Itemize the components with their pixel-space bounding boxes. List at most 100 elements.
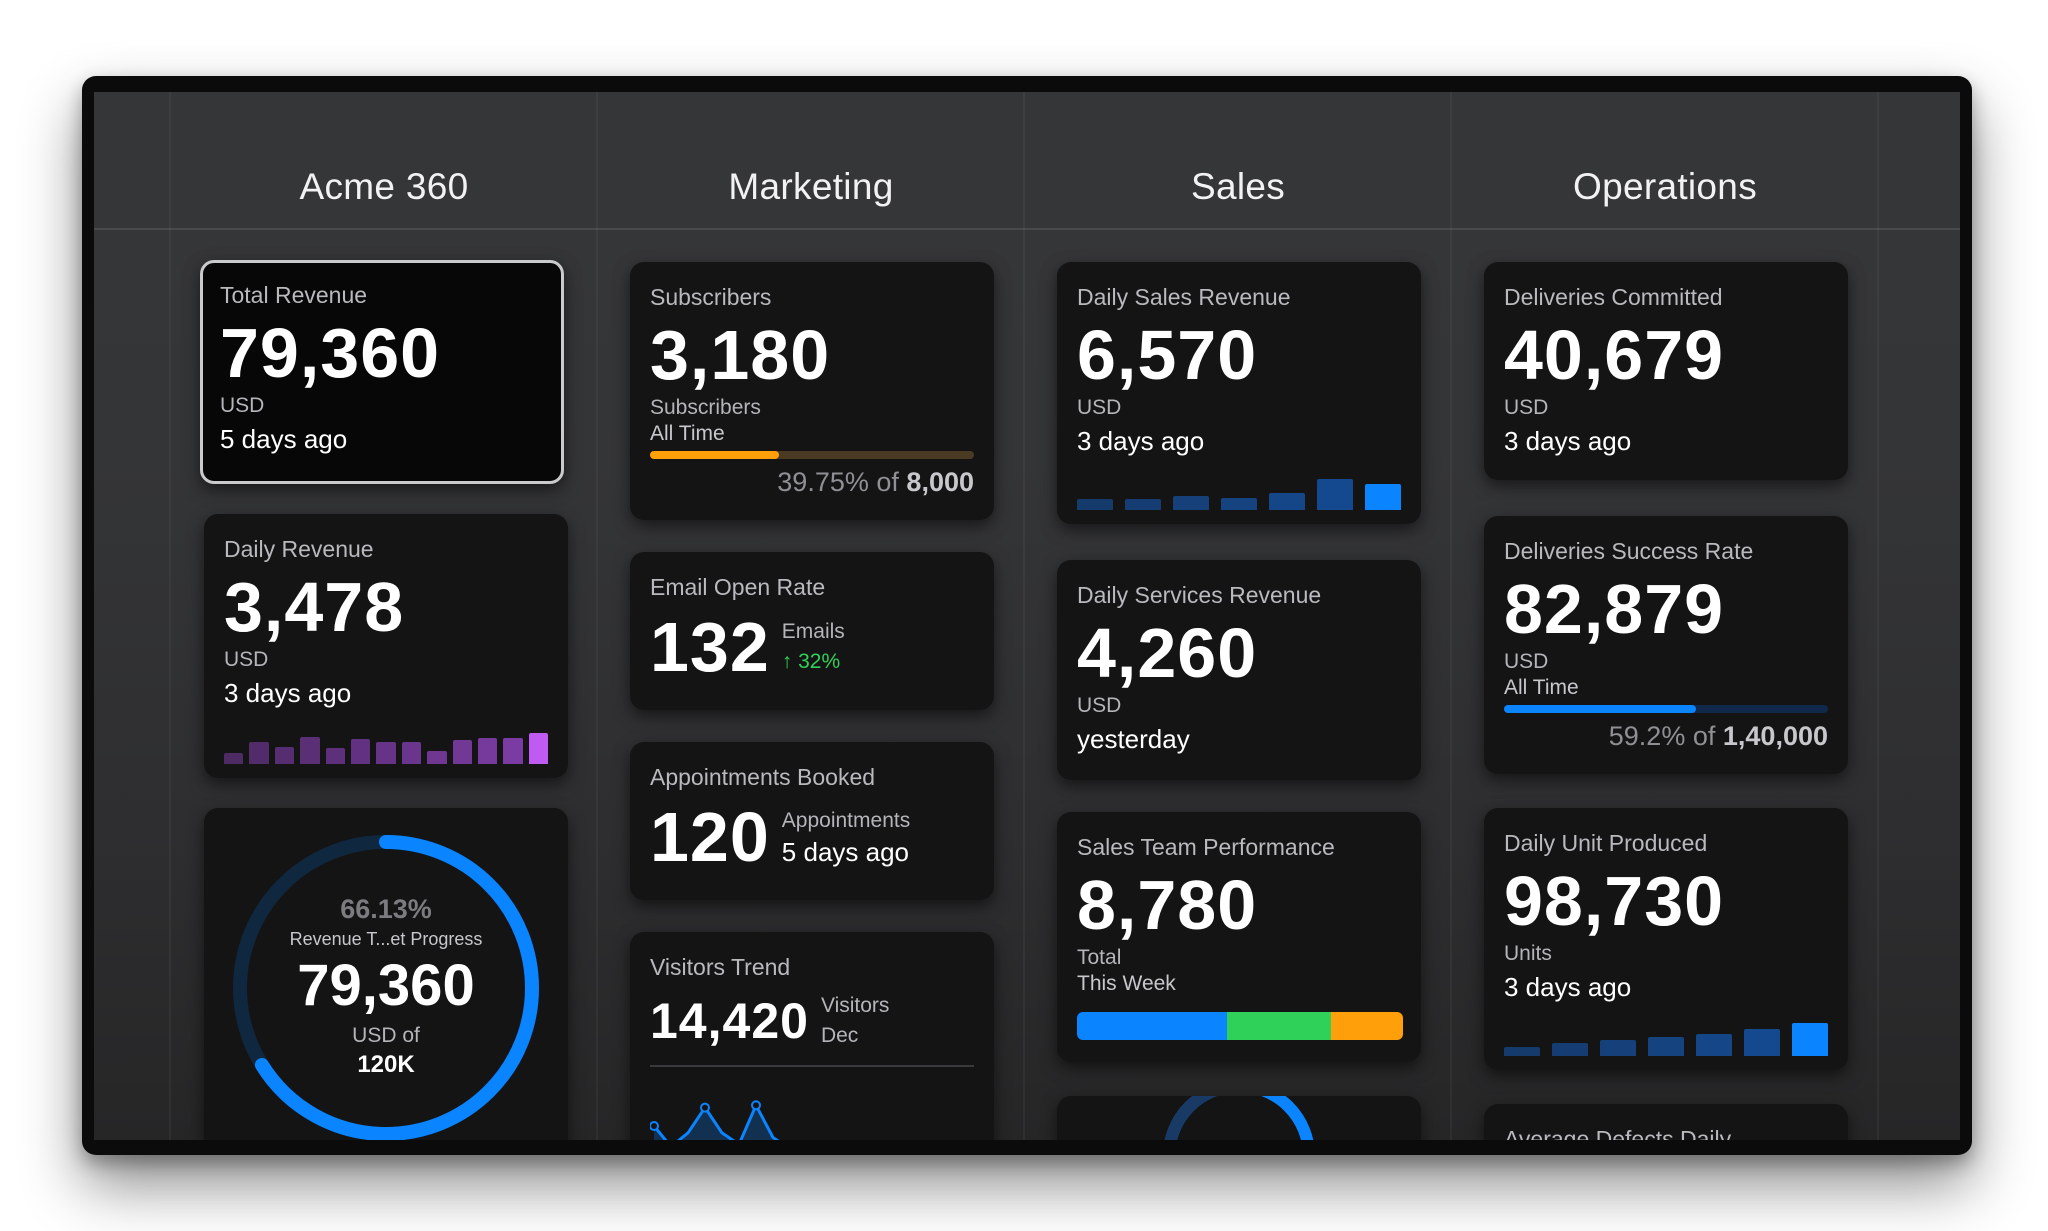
card-unit: USD bbox=[1504, 396, 1549, 419]
daily-sales-revenue-card[interactable]: Daily Sales Revenue 6,570 USD 3 days ago bbox=[1057, 262, 1421, 524]
card-unit: Emails bbox=[781, 620, 845, 643]
card-period: Dec bbox=[820, 1024, 859, 1047]
card-updated-time: 3 days ago bbox=[224, 678, 352, 708]
daily-unit-produced-card[interactable]: Daily Unit Produced 98,730 Units 3 days … bbox=[1484, 808, 1848, 1070]
progress-summary: 59.2% of 1,40,000 bbox=[1504, 721, 1828, 752]
header-divider bbox=[94, 228, 1960, 230]
card-unit: Appointments bbox=[781, 809, 911, 832]
chart-divider bbox=[650, 1065, 974, 1067]
revenue-target-card[interactable]: 66.13% Revenue T...et Progress 79,360 US… bbox=[204, 808, 568, 1140]
chart-bar bbox=[1792, 1023, 1828, 1056]
performance-segment bbox=[1077, 1012, 1227, 1040]
chart-bar bbox=[477, 738, 498, 764]
card-title: Daily Revenue bbox=[224, 536, 374, 562]
column-title-sales: Sales bbox=[1190, 166, 1286, 207]
card-title: Deliveries Success Rate bbox=[1504, 538, 1754, 564]
trend-line bbox=[652, 1101, 780, 1140]
chart-bar bbox=[1744, 1028, 1780, 1056]
chart-bar bbox=[224, 752, 244, 764]
column-divider bbox=[596, 92, 598, 1140]
card-value: 40,679 bbox=[1504, 316, 1725, 394]
chart-bar bbox=[452, 740, 472, 764]
card-period: All Time bbox=[1504, 676, 1579, 699]
chart-bar bbox=[350, 739, 371, 764]
card-unit: USD bbox=[1504, 650, 1549, 673]
column-divider bbox=[169, 92, 171, 1140]
total-revenue-card[interactable]: Total Revenue 79,360 USD 5 days ago bbox=[200, 260, 564, 484]
card-updated-time: 5 days ago bbox=[781, 837, 910, 867]
sales-team-performance-card[interactable]: Sales Team Performance 8,780 Total This … bbox=[1057, 812, 1421, 1062]
appointments-booked-card[interactable]: Appointments Booked 120 Appointments 5 d… bbox=[630, 742, 994, 900]
card-value: 120 bbox=[650, 798, 770, 876]
card-title: Daily Unit Produced bbox=[1504, 830, 1708, 856]
column-title-operations: Operations bbox=[1573, 166, 1757, 207]
daily-services-revenue-card[interactable]: Daily Services Revenue 4,260 USD yesterd… bbox=[1057, 560, 1421, 780]
chart-bar bbox=[376, 742, 396, 764]
card-title: Average Defects Daily bbox=[1504, 1126, 1732, 1140]
column-divider bbox=[1023, 92, 1025, 1140]
ring-value: 79,360 bbox=[297, 953, 474, 1018]
card-title: Deliveries Committed bbox=[1504, 284, 1723, 310]
chart-bar bbox=[300, 736, 320, 764]
visitors-trend-card[interactable]: Visitors Trend 14,420 Visitors Dec bbox=[630, 932, 994, 1140]
card-title: Visitors Trend bbox=[650, 954, 791, 980]
card-value: 14,420 bbox=[650, 993, 809, 1049]
card-title: Daily Sales Revenue bbox=[1077, 284, 1291, 310]
card-updated-time: yesterday bbox=[1077, 724, 1190, 754]
average-defects-daily-card[interactable]: Average Defects Daily bbox=[1484, 1104, 1848, 1140]
ring-label: Revenue T...et Progress bbox=[290, 929, 483, 949]
progress-fill bbox=[650, 451, 779, 459]
card-title: Total Revenue bbox=[220, 282, 368, 308]
chart-bar bbox=[1365, 484, 1401, 510]
chart-bar bbox=[1552, 1042, 1588, 1056]
card-updated-time: 5 days ago bbox=[220, 424, 348, 454]
daily-revenue-card[interactable]: Daily Revenue 3,478 USD 3 days ago bbox=[204, 514, 568, 778]
card-value: 79,360 bbox=[220, 314, 441, 392]
performance-segment bbox=[1331, 1012, 1403, 1040]
card-unit: USD bbox=[220, 394, 265, 417]
progress-of: of bbox=[876, 467, 899, 497]
chart-bar bbox=[401, 742, 422, 764]
card-title: Appointments Booked bbox=[650, 764, 876, 790]
chart-bar bbox=[1221, 497, 1257, 510]
daily-sales-bar-chart bbox=[1077, 466, 1401, 510]
card-value: 98,730 bbox=[1504, 862, 1725, 940]
daily-revenue-bar-chart bbox=[224, 720, 549, 764]
progress-percent: 39.75% bbox=[777, 467, 869, 497]
subscribers-progress-bar bbox=[650, 451, 974, 459]
change-indicator: ↑ 32% bbox=[781, 650, 841, 673]
sales-donut-chart bbox=[1164, 1096, 1314, 1140]
card-unit: Subscribers bbox=[650, 396, 761, 419]
card-value: 6,570 bbox=[1077, 316, 1258, 394]
sales-chart-card[interactable] bbox=[1057, 1096, 1421, 1140]
chart-bar bbox=[1648, 1036, 1684, 1056]
card-unit: Visitors bbox=[820, 994, 890, 1017]
card-value: 8,780 bbox=[1077, 866, 1258, 944]
card-value: 4,260 bbox=[1077, 614, 1258, 692]
card-title: Daily Services Revenue bbox=[1077, 582, 1322, 608]
deliveries-success-rate-card[interactable]: Deliveries Success Rate 82,879 USD All T… bbox=[1484, 516, 1848, 774]
card-unit: Units bbox=[1504, 942, 1552, 965]
chart-bar bbox=[1696, 1034, 1732, 1056]
progress-target: 1,40,000 bbox=[1722, 721, 1828, 751]
chart-bar bbox=[1077, 499, 1113, 510]
dashboard-screen: Acme 360 Marketing Sales Operations Tota… bbox=[94, 92, 1960, 1140]
subscribers-card[interactable]: Subscribers 3,180 Subscribers All Time 3… bbox=[630, 262, 994, 520]
progress-percent: 59.2% bbox=[1608, 721, 1686, 751]
trend-point bbox=[751, 1100, 761, 1111]
email-open-rate-card[interactable]: Email Open Rate 132 Emails ↑ 32% bbox=[630, 552, 994, 710]
column-divider bbox=[1877, 92, 1879, 1140]
chart-bar bbox=[1600, 1040, 1636, 1056]
column-title-marketing: Marketing bbox=[728, 166, 894, 207]
chart-bar bbox=[274, 747, 295, 764]
donut-segment bbox=[1164, 1096, 1217, 1140]
ring-unit: USD of bbox=[352, 1024, 420, 1047]
chart-bar bbox=[249, 742, 269, 764]
deliveries-committed-card[interactable]: Deliveries Committed 40,679 USD 3 days a… bbox=[1484, 262, 1848, 480]
ring-progress bbox=[233, 835, 539, 1140]
ring-target: 120K bbox=[357, 1051, 415, 1078]
card-value: 3,478 bbox=[224, 568, 405, 646]
chart-bar bbox=[1504, 1047, 1540, 1056]
trend-point bbox=[700, 1102, 710, 1113]
chart-bar bbox=[427, 750, 447, 764]
